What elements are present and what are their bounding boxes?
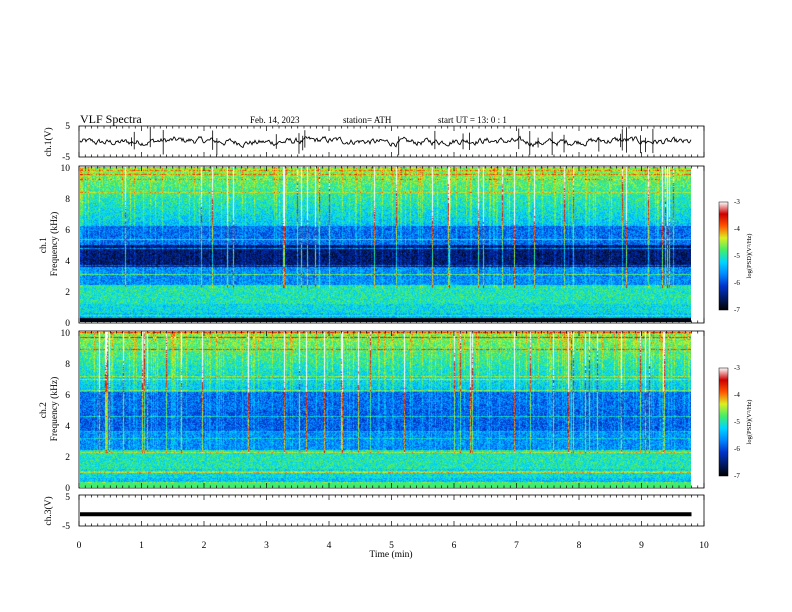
ch1-spec-ytick-4: 4 <box>65 257 70 267</box>
ch3-ytick-bottom: -5 <box>62 522 70 532</box>
ch2-cb-tick-m4: -4 <box>734 391 740 399</box>
ch1-cb-tick-m6: -6 <box>734 279 740 287</box>
ch2-colorbar: -3 -4 -5 -6 -7 log(PSD)(V²/Hz) <box>718 364 753 480</box>
x-tick-label: 6 <box>452 541 457 551</box>
ch1-spectrogram-image <box>80 167 691 322</box>
ch2-spec-ytick-4: 4 <box>65 422 70 432</box>
ch1-cb-tick-m4: -4 <box>734 225 740 233</box>
ch1-spectrogram-ylabel: ch.1 Frequency (kHz) <box>39 212 60 277</box>
ch1-cb-tick-m3: -3 <box>734 198 740 206</box>
ch1-spectrogram-panel: 0 2 4 6 8 10 ch.1 Frequency (kHz) <box>39 164 705 329</box>
ch2-spec-ytick-0: 0 <box>65 484 70 494</box>
ch2-colorbar-frame <box>718 367 729 477</box>
ch1-spec-ytick-8: 8 <box>65 195 70 205</box>
figure-title: VLF Spectra <box>80 112 142 126</box>
x-tick-label: 1 <box>139 541 144 551</box>
ch2-spectrogram-panel: 0 2 4 6 8 10 ch.2 Frequency (kHz) <box>39 329 705 494</box>
ch1-cb-tick-m7: -7 <box>734 306 740 314</box>
ch1-waveform-ylabel: ch.1(V) <box>43 127 54 156</box>
ch1-colorbar-label: log(PSD)(V²/Hz) <box>746 234 753 279</box>
ch2-colorbar-label: log(PSD)(V²/Hz) <box>746 400 753 445</box>
ch1-spec-ytick-2: 2 <box>65 288 70 298</box>
x-tick-label: 5 <box>389 541 394 551</box>
ch2-cb-tick-m3: -3 <box>734 364 740 372</box>
ch1-spec-ytick-6: 6 <box>65 226 70 236</box>
ch1-ytick-top: 5 <box>65 122 70 132</box>
x-tick-label: 9 <box>639 541 644 551</box>
ch3-ytick-top: 5 <box>65 493 70 503</box>
ch2-colorbar-gradient <box>719 368 728 476</box>
ch2-spec-ytick-10: 10 <box>61 329 71 339</box>
ch2-spectrogram-image <box>80 332 691 487</box>
ch1-spike-group <box>131 126 654 156</box>
ch3-waveform-ylabel: ch.3(V) <box>43 496 54 525</box>
x-axis-tick-labels: 0 1 2 3 4 5 6 7 8 9 10 <box>77 541 709 551</box>
ch2-spectrogram-ylabel: ch.2 Frequency (kHz) <box>39 377 60 442</box>
x-tick-label: 7 <box>514 541 519 551</box>
ch2-cb-tick-m5: -5 <box>734 418 740 426</box>
start-ut-label: start UT = 13: 0 : 1 <box>438 115 507 125</box>
x-tick-label: 4 <box>327 541 332 551</box>
ch2-spec-ytick-8: 8 <box>65 360 70 370</box>
ch3-waveform-panel: 5 -5 ch.3(V) <box>43 493 705 532</box>
x-tick-label: 10 <box>699 541 709 551</box>
ch1-spec-ytick-0: 0 <box>65 319 70 329</box>
ch1-colorbar-frame <box>718 201 729 311</box>
ch1-colorbar-gradient <box>719 202 728 310</box>
x-axis-label: Time (min) <box>369 549 412 560</box>
ch2-cb-tick-m7: -7 <box>734 472 740 480</box>
ch1-cb-tick-m5: -5 <box>734 252 740 260</box>
ch3-waveform-frame <box>78 494 705 527</box>
axis-tick-marks <box>78 126 705 526</box>
x-tick-label: 0 <box>77 541 82 551</box>
ch1-trace-line <box>79 135 692 149</box>
date-label: Feb. 14, 2023 <box>250 115 300 125</box>
x-tick-label: 8 <box>577 541 582 551</box>
station-label: station= ATH <box>343 115 392 125</box>
ch2-spec-ytick-6: 6 <box>65 391 70 401</box>
ch1-waveform-frame <box>78 125 705 158</box>
ch2-spec-ytick-2: 2 <box>65 453 70 463</box>
ch1-waveform-panel: 5 -5 ch.1(V) <box>43 122 705 163</box>
x-tick-label: 3 <box>264 541 269 551</box>
ch1-spec-ytick-10: 10 <box>61 164 71 174</box>
ch1-colorbar: -3 -4 -5 -6 -7 log(PSD)(V²/Hz) <box>718 198 753 314</box>
ch1-ytick-bottom: -5 <box>62 153 70 163</box>
ch2-cb-tick-m6: -6 <box>734 445 740 453</box>
x-tick-label: 2 <box>202 541 207 551</box>
